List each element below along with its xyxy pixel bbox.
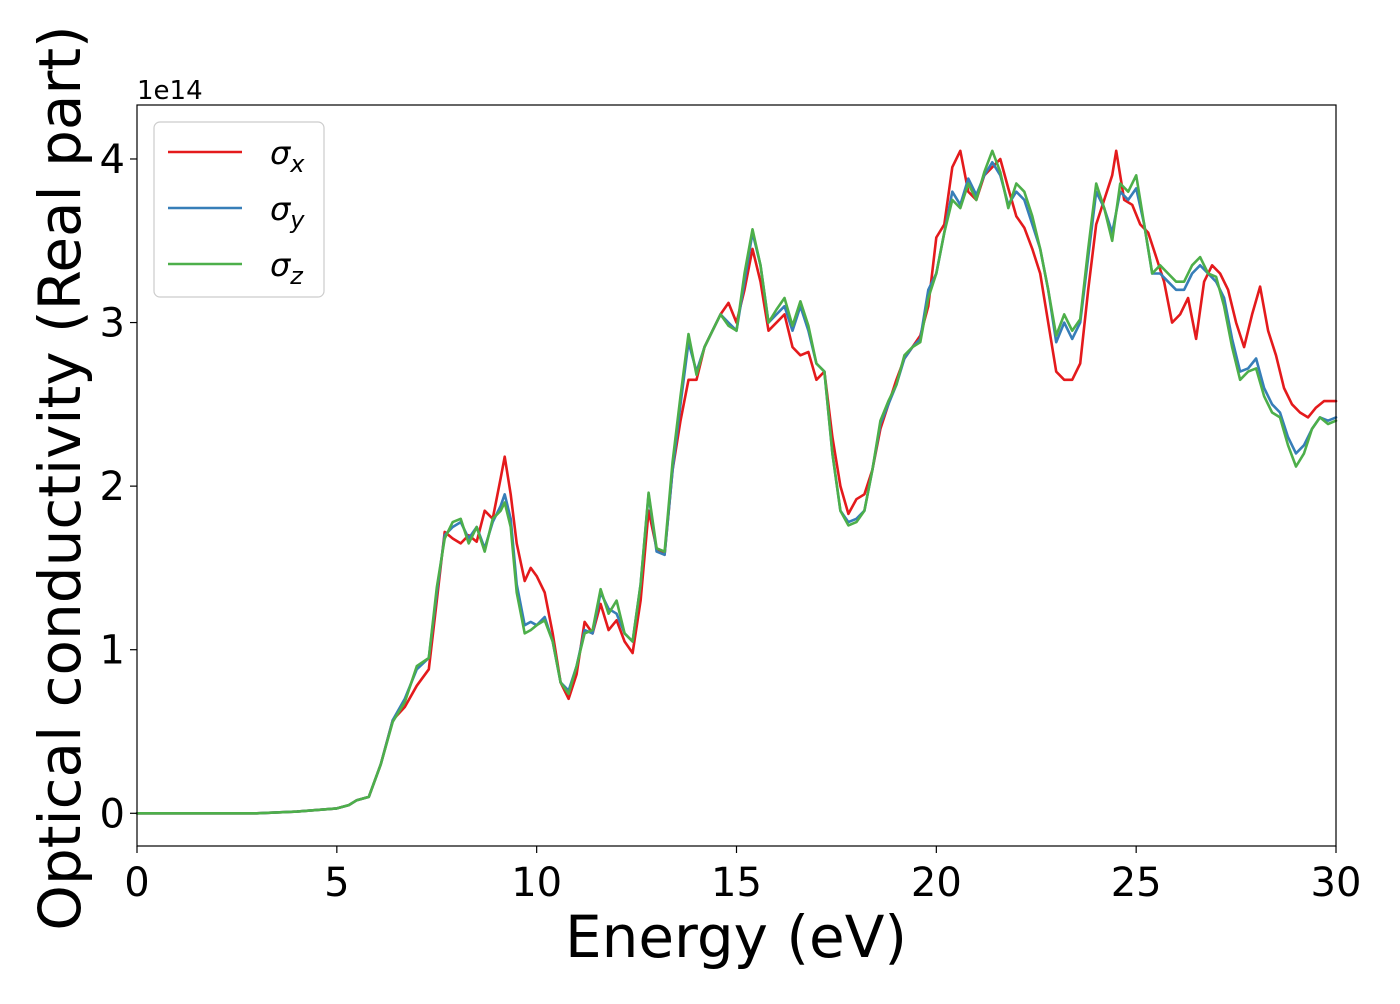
y-tick-label: 3 [100,301,125,347]
x-axis-label: Energy (eV) [565,903,907,971]
y-axis-label: Optical conductivity (Real part) [26,25,94,930]
series-layer [135,149,1338,815]
y-tick-label: 0 [100,791,125,837]
x-tick-label: 30 [1311,860,1362,906]
legend: σx σy σz [153,121,325,298]
y-axis-offset-label: 1e14 [137,76,203,106]
x-tick-label: 10 [511,860,562,906]
x-tick-label: 20 [911,860,962,906]
series-line-z [135,149,1338,815]
y-tick-label: 1 [100,628,125,674]
y-tick-label: 2 [100,464,125,510]
legend-box [153,121,325,298]
x-tick-label: 15 [711,860,762,906]
legend-items: σx σy σz [168,134,305,290]
y-tick-label: 4 [100,137,125,183]
y-axis: 0 1 2 3 4 [100,137,137,837]
series-line-x [135,149,1338,815]
x-tick-label: 25 [1111,860,1162,906]
legend-label-x: σx [270,134,305,178]
legend-label-y: σy [270,190,305,234]
x-axis: 0 5 10 15 20 25 30 [124,846,1361,906]
legend-label-z: σz [270,246,304,290]
x-tick-label: 0 [124,860,149,906]
x-tick-label: 5 [324,860,349,906]
